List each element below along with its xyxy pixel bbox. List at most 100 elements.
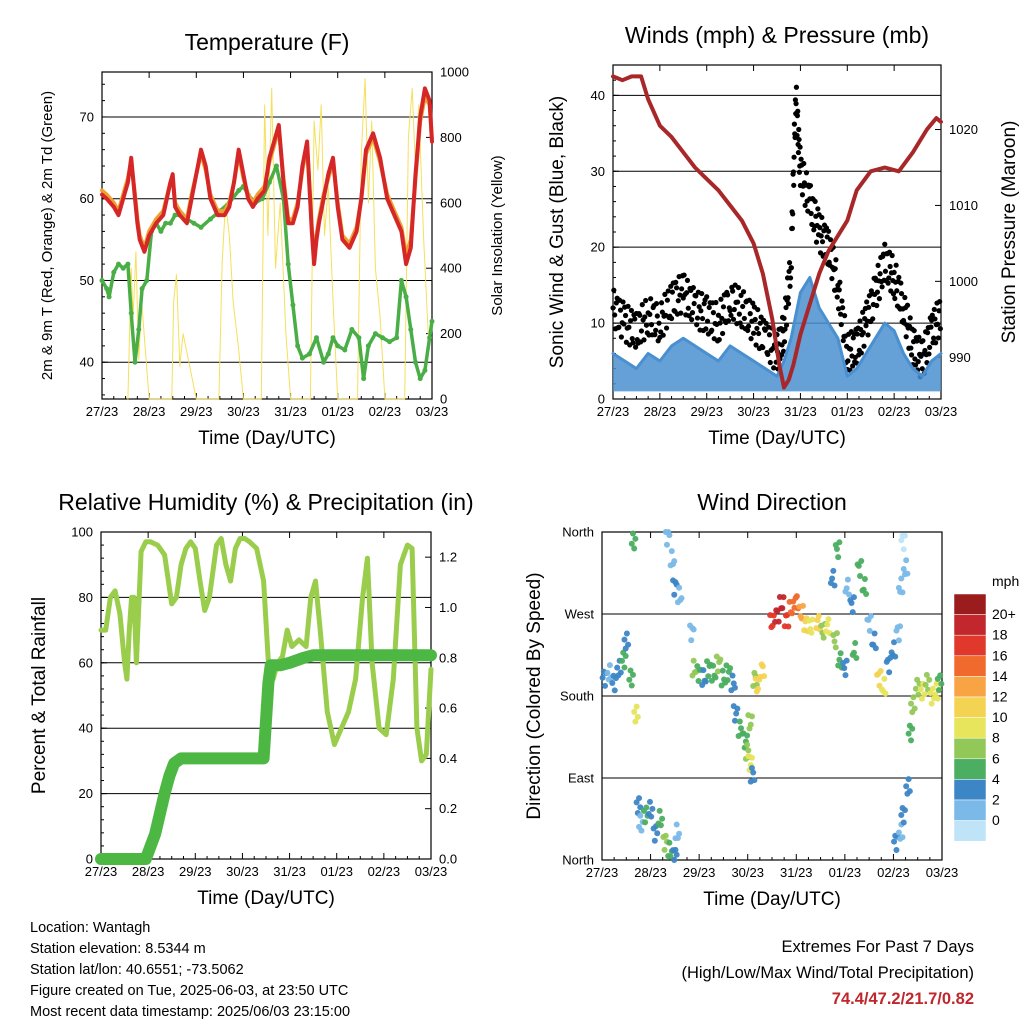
y-right-tick-label: 0.2 [439, 801, 457, 816]
direction-point [717, 656, 724, 663]
direction-point [935, 687, 942, 694]
colorbar-cell [953, 737, 987, 760]
direction-point [886, 669, 893, 676]
direction-point [621, 636, 628, 643]
dewpoint-point [266, 179, 272, 185]
direction-point [676, 584, 683, 591]
direction-point [836, 539, 843, 546]
direction-point [662, 832, 669, 839]
gust-point [643, 322, 650, 328]
direction-point [929, 685, 936, 692]
direction-point [918, 695, 925, 702]
dewpoint-point [427, 335, 433, 341]
x-axis-label: Time (Day/UTC) [708, 428, 846, 449]
direction-point [714, 668, 721, 675]
gust-point [741, 315, 747, 322]
dewpoint-point [394, 335, 400, 341]
direction-point [724, 677, 731, 684]
gust-point [796, 136, 802, 143]
direction-point [928, 700, 935, 707]
y-tick-label: 40 [79, 721, 93, 736]
x-tick-label: 03/23 [926, 865, 959, 880]
direction-point [729, 672, 736, 679]
direction-point [850, 594, 857, 601]
direction-point [927, 690, 934, 697]
direction-point [901, 532, 908, 539]
direction-point [841, 665, 848, 672]
direction-point [871, 630, 878, 637]
dewpoint-point [144, 277, 150, 283]
gust-point [833, 257, 839, 263]
colorbar-cell [953, 820, 987, 842]
direction-point [759, 663, 766, 670]
created-text: Figure created on Tue, 2025-06-03, at 23… [30, 983, 349, 999]
gust-point [893, 262, 899, 268]
gust-point [794, 132, 800, 139]
x-tick-label: 30/23 [737, 404, 770, 419]
direction-point [690, 626, 697, 633]
direction-point [678, 595, 685, 602]
gust-point [882, 241, 888, 247]
gust-point [929, 312, 935, 318]
extremes-values: 74.4/47.2/21.7/0.82 [831, 990, 974, 1008]
direction-point [835, 554, 842, 561]
direction-point [672, 846, 679, 853]
direction-point [745, 747, 752, 754]
y-right-tick-label: 400 [440, 261, 462, 276]
direction-point [632, 718, 639, 725]
gust-point [835, 306, 842, 312]
direction-point [734, 705, 741, 712]
gust-point [807, 182, 814, 189]
gust-point [654, 313, 660, 319]
y-right-tick-label: 1.2 [439, 550, 457, 565]
gust-point [926, 351, 932, 357]
dewpoint-point [361, 376, 367, 382]
direction-point [727, 665, 734, 672]
gust-point [668, 315, 675, 322]
gust-point [889, 252, 895, 259]
gust-point [838, 321, 844, 328]
dewpoint-point [365, 343, 371, 349]
extremes-subtitle: (High/Low/Max Wind/Total Precipitation) [681, 964, 974, 982]
gust-point [786, 260, 793, 266]
direction-point [649, 805, 656, 812]
chart-title: Relative Humidity (%) & Precipitation (i… [58, 489, 473, 515]
direction-point [611, 687, 618, 694]
direction-point [899, 589, 906, 596]
gust-point [610, 305, 616, 311]
y-tick-label: 0 [598, 392, 605, 407]
direction-point [755, 685, 762, 692]
direction-point [648, 813, 655, 820]
direction-point [663, 541, 670, 548]
panel-humidity-precip: 0 20 40 60 80 100 0.0 0.2 0.4 0.6 0.8 1.0 1.2 27/23 28… [29, 489, 474, 909]
direction-point [719, 667, 726, 674]
direction-point [621, 664, 628, 671]
direction-point [651, 837, 658, 844]
dewpoint-point [314, 335, 319, 341]
direction-point [846, 591, 853, 598]
gust-point [746, 297, 752, 303]
dewpoint-point [139, 286, 145, 292]
gust-point [753, 342, 759, 348]
gust-point [827, 237, 834, 243]
colorbar-label: 2 [992, 792, 1000, 808]
direction-point [911, 705, 918, 712]
gust-point [728, 312, 734, 318]
gust-point [788, 265, 794, 271]
gust-point [783, 304, 789, 311]
direction-point [671, 558, 678, 565]
direction-point [934, 695, 941, 702]
y-axis-label-right: Station Pressure (Maroon) [999, 121, 1020, 344]
dewpoint-point [349, 327, 355, 333]
y-right-tick-label: 0.8 [439, 650, 457, 665]
direction-point [702, 678, 709, 685]
y-right-tick-label: 1000 [949, 274, 978, 289]
gust-point [762, 327, 768, 333]
direction-point [809, 616, 816, 623]
gust-point [919, 366, 925, 372]
gust-point [857, 318, 863, 324]
y-tick-label: 40 [80, 355, 94, 370]
gust-point [927, 344, 933, 350]
gust-point [932, 316, 938, 322]
direction-point [831, 582, 838, 589]
